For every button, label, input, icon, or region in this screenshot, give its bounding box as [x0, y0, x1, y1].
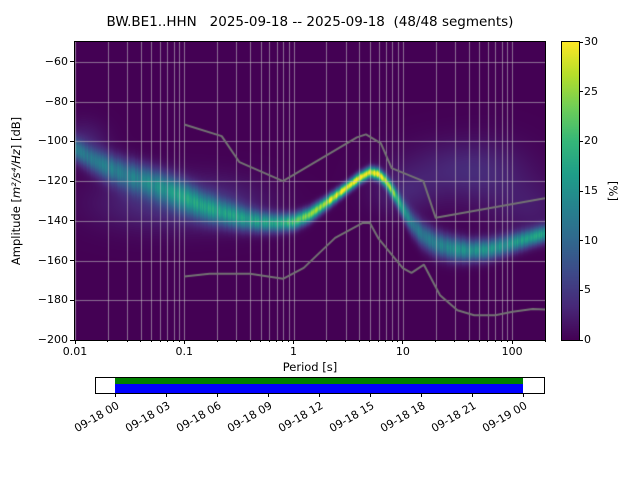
colorbar-tick-mark	[580, 339, 583, 341]
x-minor-tick-mark	[454, 340, 456, 342]
x-minor-tick-mark	[468, 340, 470, 342]
y-axis-label-units: m²/s⁴/Hz	[9, 149, 23, 199]
y-tick-mark	[70, 339, 74, 341]
x-minor-tick-mark	[288, 340, 290, 342]
colorbar-tick-label: 25	[584, 84, 598, 98]
x-minor-tick-mark	[506, 340, 508, 342]
x-minor-tick-mark	[369, 340, 371, 342]
y-tick-label: −80	[44, 94, 68, 108]
x-tick-label: 10	[395, 345, 410, 358]
y-axis-label: Amplitude [m²/s⁴/Hz] [dB]	[7, 41, 25, 341]
ppsd-density-canvas	[75, 42, 545, 340]
y-tick-label: −140	[37, 213, 68, 227]
plot-area	[74, 41, 546, 341]
time-tick-mark	[471, 394, 473, 397]
x-minor-tick-mark	[276, 340, 278, 342]
time-coverage-bar	[115, 378, 523, 393]
y-tick-mark	[70, 299, 74, 301]
x-minor-tick-mark	[358, 340, 360, 342]
time-tick-mark	[267, 394, 269, 397]
x-minor-tick-mark	[282, 340, 284, 342]
colorbar-tick-label: 20	[584, 134, 598, 148]
x-tick-mark	[511, 340, 513, 344]
x-tick-mark	[74, 340, 76, 344]
y-tick-label: −60	[44, 54, 68, 68]
colorbar-tick-label: 10	[584, 233, 598, 247]
y-tick-mark	[70, 140, 74, 142]
colorbar-tick-mark	[580, 190, 583, 192]
x-minor-tick-mark	[126, 340, 128, 342]
x-minor-tick-mark	[391, 340, 393, 342]
coverage-strip-green	[115, 378, 523, 384]
x-tick-mark	[402, 340, 404, 344]
y-tick-label: −180	[37, 293, 68, 307]
x-minor-tick-mark	[140, 340, 142, 342]
y-tick-mark	[70, 220, 74, 222]
colorbar-tick-mark	[580, 91, 583, 93]
y-tick-label: −120	[37, 174, 68, 188]
y-tick-label: −100	[37, 134, 68, 148]
colorbar-tick-label: 30	[584, 35, 598, 48]
x-minor-tick-mark	[150, 340, 152, 342]
x-minor-tick-mark	[501, 340, 502, 342]
colorbar	[561, 41, 580, 341]
y-tick-label: −200	[37, 333, 68, 346]
time-tick-mark	[522, 394, 524, 397]
x-tick-mark	[183, 340, 185, 344]
y-tick-mark	[70, 260, 74, 262]
colorbar-tick-mark	[580, 41, 583, 43]
x-minor-tick-mark	[544, 340, 546, 342]
colorbar-tick-mark	[580, 289, 583, 291]
x-minor-tick-mark	[249, 340, 251, 342]
x-minor-tick-mark	[216, 340, 218, 342]
colorbar-tick-mark	[580, 140, 583, 142]
y-axis-label-prefix: Amplitude [	[9, 198, 23, 266]
time-tick-mark	[318, 394, 320, 397]
x-tick-label: 0.1	[175, 345, 194, 358]
x-minor-tick-mark	[378, 340, 380, 342]
x-minor-tick-mark	[173, 340, 175, 342]
x-minor-tick-mark	[435, 340, 437, 342]
y-tick-mark	[70, 101, 74, 103]
x-axis-label: Period [s]	[282, 360, 338, 374]
y-axis-label-suffix: ] [dB]	[9, 116, 23, 150]
x-minor-tick-mark	[385, 340, 387, 342]
x-minor-tick-mark	[345, 340, 347, 342]
x-minor-tick-mark	[268, 340, 270, 342]
x-tick-mark	[293, 340, 295, 344]
y-tick-mark	[70, 180, 74, 182]
time-tick-mark	[420, 394, 422, 397]
x-minor-tick-mark	[260, 340, 262, 342]
x-minor-tick-mark	[494, 340, 496, 342]
colorbar-tick-label: 0	[584, 333, 591, 346]
x-minor-tick-mark	[235, 340, 237, 342]
x-minor-tick-mark	[166, 340, 168, 342]
time-tick-mark	[369, 394, 371, 397]
time-tick-mark	[216, 394, 218, 397]
x-tick-label: 0.01	[62, 345, 88, 358]
colorbar-tick-label: 15	[584, 184, 598, 197]
y-tick-label: −160	[37, 253, 68, 267]
time-coverage-frame	[95, 377, 545, 394]
x-minor-tick-mark	[397, 340, 399, 342]
x-minor-tick-mark	[325, 340, 327, 342]
colorbar-tick-label: 5	[584, 283, 591, 297]
time-tick-mark	[114, 394, 116, 397]
coverage-strip-blue	[115, 384, 523, 393]
chart-title: BW.BE1..HHN 2025-09-18 -- 2025-09-18 (48…	[106, 14, 514, 30]
x-minor-tick-mark	[478, 340, 480, 342]
x-minor-tick-mark	[159, 340, 161, 342]
colorbar-tick-mark	[580, 240, 583, 242]
colorbar-gradient	[562, 42, 579, 340]
time-tick-mark	[165, 394, 167, 397]
y-tick-mark	[70, 61, 74, 63]
x-minor-tick-mark	[178, 340, 180, 342]
x-tick-label: 100	[501, 345, 523, 358]
x-minor-tick-mark	[107, 340, 109, 342]
x-minor-tick-mark	[487, 340, 489, 342]
x-tick-label: 1	[290, 345, 298, 358]
